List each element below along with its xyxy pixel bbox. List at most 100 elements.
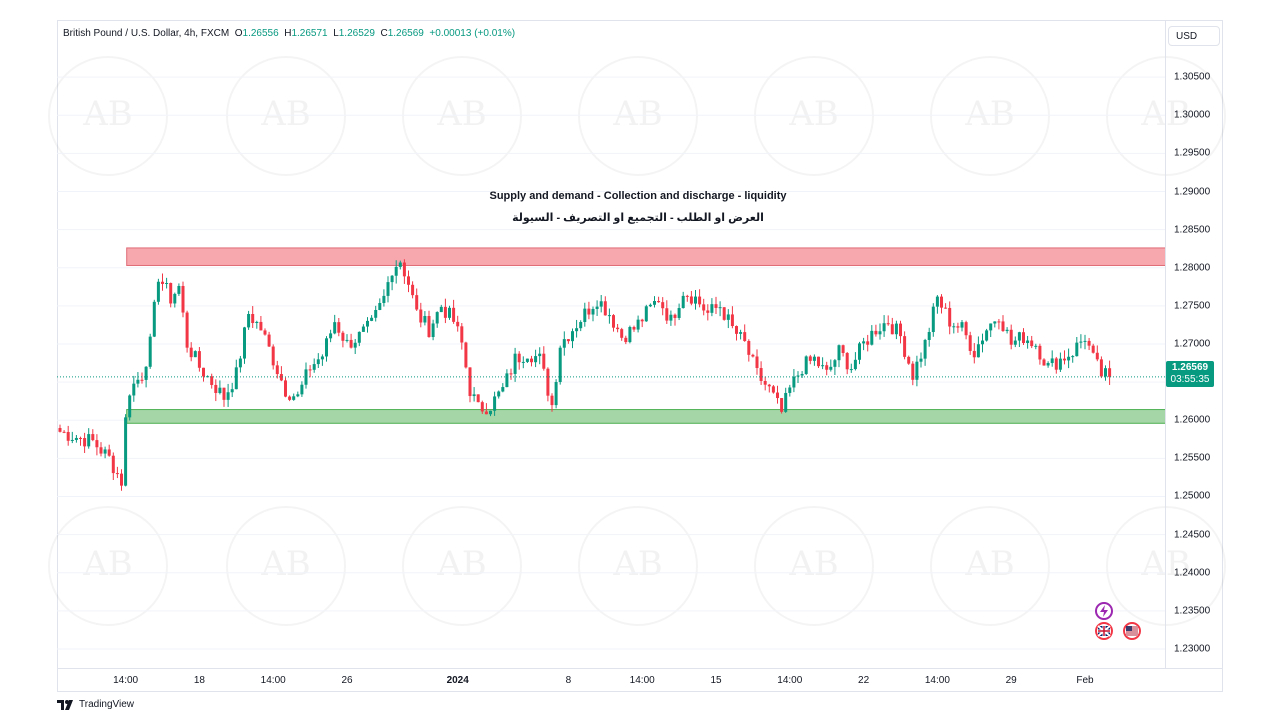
candle-body <box>177 285 181 294</box>
time-tick-label: 14:00 <box>924 675 950 686</box>
candle-body <box>386 282 390 296</box>
candle-body <box>144 366 148 380</box>
low-label: L <box>333 28 339 39</box>
candle-body <box>993 321 997 324</box>
symbol-name[interactable]: British Pound / U.S. Dollar, 4h, FXCM <box>63 28 230 39</box>
candle-body <box>111 455 115 474</box>
candle-body <box>1013 340 1017 345</box>
candle-body <box>550 395 554 406</box>
candle-body <box>1095 352 1099 360</box>
watermark-logo <box>578 56 698 176</box>
candle-body <box>181 285 185 313</box>
candle-body <box>812 356 816 361</box>
annotation-title-english[interactable]: Supply and demand - Collection and disch… <box>489 190 787 202</box>
candle-body <box>681 295 685 309</box>
candle-body <box>923 339 927 359</box>
flash-icon[interactable] <box>1095 602 1113 620</box>
candle-body <box>1034 345 1038 347</box>
candle-body <box>595 306 599 309</box>
candle-body <box>1001 321 1005 332</box>
candle-body <box>616 327 620 330</box>
candle-body <box>632 326 636 330</box>
candle-body <box>66 431 70 441</box>
price-tick-label: 1.26000 <box>1174 414 1211 426</box>
price-scale[interactable]: 1.30500 1.30000 1.29500 1.29000 1.28500 1.280… <box>1165 20 1223 668</box>
candle-body <box>107 449 111 456</box>
candle-body <box>919 358 923 362</box>
candle-body <box>657 301 661 303</box>
price-tick-label: 1.28000 <box>1174 262 1211 274</box>
candle-body <box>189 347 193 358</box>
watermark-logo <box>1106 506 1226 626</box>
candle-body <box>628 326 632 343</box>
candle-body <box>259 321 263 331</box>
candle-body <box>124 417 128 486</box>
candle-body <box>243 327 246 359</box>
candle-body <box>402 262 406 277</box>
candle-body <box>546 368 550 396</box>
candle-body <box>960 322 964 328</box>
price-tick-label: 1.29000 <box>1174 186 1211 198</box>
candle-body <box>534 356 538 363</box>
close-label: C <box>380 28 388 39</box>
candle-body <box>501 387 505 392</box>
candle-body <box>853 359 857 370</box>
candle-body <box>83 438 87 447</box>
candlestick-chart[interactable] <box>57 20 1165 668</box>
candle-body <box>521 361 525 363</box>
candle-body <box>398 262 402 267</box>
candle-body <box>571 331 574 342</box>
candle-body <box>747 341 751 355</box>
candle-body <box>1054 358 1058 370</box>
candle-body <box>279 374 283 381</box>
candle-body <box>878 331 882 335</box>
candle-body <box>607 315 611 317</box>
tradingview-logo[interactable]: TradingView <box>57 699 134 710</box>
candle-body <box>1067 356 1071 361</box>
candle-body <box>538 353 542 357</box>
uk-flag-icon[interactable] <box>1095 622 1113 640</box>
candle-body <box>1026 340 1030 344</box>
candle-body <box>575 328 579 332</box>
candle-body <box>271 346 275 366</box>
candle-body <box>800 373 804 376</box>
candle-body <box>472 394 476 397</box>
time-scale[interactable]: 14:00 18 14:00 26 2024 8 14:00 15 14:00 22 14:00 29… <box>57 668 1223 692</box>
candle-body <box>161 281 164 284</box>
candle-body <box>677 308 681 318</box>
candle-body <box>1005 329 1009 332</box>
candle-body <box>275 365 279 375</box>
close-value: 1.26569 <box>387 28 424 39</box>
candle-body <box>296 394 300 397</box>
time-tick-label: 14:00 <box>777 675 803 686</box>
candle-body <box>755 356 759 369</box>
annotation-title-arabic[interactable]: العرض او الطلب - التجميع او التصريف - ال… <box>512 212 764 224</box>
candle-body <box>1050 358 1054 364</box>
candle-body <box>415 295 419 310</box>
candle-body <box>1030 340 1034 347</box>
supply-zone <box>126 247 1165 266</box>
candle-body <box>411 284 415 296</box>
candle-body <box>903 336 907 357</box>
price-tick-label: 1.27500 <box>1174 300 1211 312</box>
candle-body <box>1079 341 1083 343</box>
candle-body <box>706 310 710 313</box>
candle-body <box>1017 332 1021 341</box>
time-tick-label: 26 <box>341 675 353 686</box>
candle-body <box>210 376 214 385</box>
candle-body <box>1087 340 1091 346</box>
candle-body <box>981 340 984 345</box>
candle-body <box>517 353 521 363</box>
candle-body <box>821 365 825 367</box>
candle-body <box>612 315 615 328</box>
candle-body <box>320 356 324 360</box>
chart-plot-area[interactable] <box>57 20 1165 668</box>
candle-body <box>648 304 652 307</box>
us-flag-icon[interactable] <box>1123 622 1141 640</box>
candle-body <box>378 303 382 311</box>
candle-body <box>156 281 160 302</box>
candle-body <box>345 339 349 341</box>
candle-body <box>817 356 820 367</box>
candle-body <box>997 321 1001 323</box>
currency-button[interactable]: USD <box>1168 26 1220 46</box>
